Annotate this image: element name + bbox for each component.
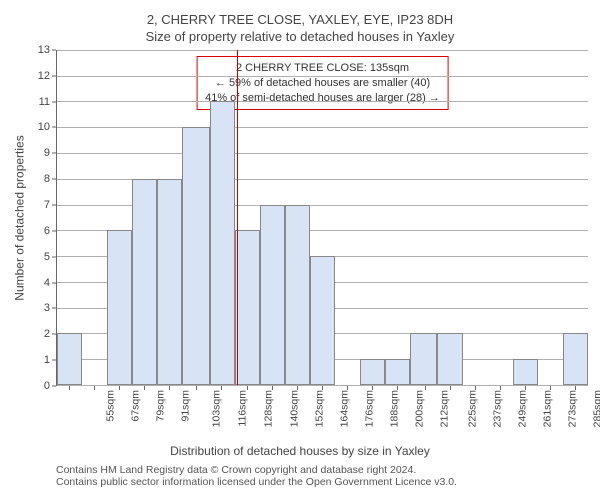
y-axis: 012345678910111213: [28, 50, 56, 386]
y-tick-label: 7: [44, 199, 50, 211]
x-tick-label: 140sqm: [288, 390, 300, 427]
x-tick-label: 261sqm: [541, 390, 553, 427]
chart-subtitle: Size of property relative to detached ho…: [12, 29, 588, 44]
y-tick-label: 2: [44, 328, 50, 340]
x-tick-label: 188sqm: [388, 390, 400, 427]
gridline: [57, 127, 588, 128]
x-tick-label: 249sqm: [516, 390, 528, 427]
chart-title: 2, CHERRY TREE CLOSE, YAXLEY, EYE, IP23 …: [12, 12, 588, 29]
x-tick-label: 91sqm: [179, 390, 191, 422]
x-tick-label: 200sqm: [414, 390, 426, 427]
x-tick-label: 285sqm: [592, 390, 600, 427]
histogram-bar: [210, 101, 235, 385]
histogram-bar: [410, 333, 437, 385]
gridline: [57, 76, 588, 77]
histogram-bar: [157, 179, 182, 385]
gridline: [57, 50, 588, 51]
y-tick-label: 9: [44, 147, 50, 159]
y-tick-label: 6: [44, 225, 50, 237]
x-axis: 55sqm 67sqm 79sqm 91sqm 103sqm 116sqm 128sqm 14…: [56, 386, 588, 442]
chart-body: Number of detached properties 0123456789…: [12, 50, 588, 386]
gridline: [57, 101, 588, 102]
x-tick-label: 79sqm: [154, 390, 166, 422]
histogram-bar: [385, 359, 410, 385]
y-tick-label: 0: [44, 380, 50, 392]
x-tick-label: 237sqm: [491, 390, 503, 427]
annotation-line3: 41% of semi-detached houses are larger (…: [205, 91, 440, 106]
histogram-bar: [360, 359, 385, 385]
annotation-line2: ← 59% of detached houses are smaller (40…: [205, 76, 440, 91]
histogram-bar: [513, 359, 538, 385]
y-tick-label: 4: [44, 277, 50, 289]
y-tick-label: 8: [44, 173, 50, 185]
x-tick-label: 176sqm: [363, 390, 375, 427]
reference-line: [237, 50, 238, 385]
x-tick-label: 164sqm: [338, 390, 350, 427]
histogram-bar: [132, 179, 157, 385]
y-tick-label: 5: [44, 251, 50, 263]
y-tick-label: 12: [38, 70, 50, 82]
footer-line2: Contains public sector information licen…: [56, 476, 588, 488]
y-tick-label: 3: [44, 302, 50, 314]
histogram-bar: [285, 205, 310, 385]
annotation-line1: 2 CHERRY TREE CLOSE: 135sqm: [205, 61, 440, 76]
histogram-bar: [107, 230, 132, 385]
y-tick-label: 1: [44, 354, 50, 366]
x-tick-label: 116sqm: [237, 390, 249, 427]
x-axis-label: Distribution of detached houses by size …: [12, 444, 588, 458]
y-tick-label: 10: [38, 121, 50, 133]
histogram-bar: [563, 333, 588, 385]
x-tick-label: 128sqm: [263, 390, 275, 427]
histogram-bar: [57, 333, 82, 385]
y-tick-label: 11: [39, 96, 50, 108]
y-tick-label: 13: [38, 44, 50, 56]
x-tick-label: 67sqm: [129, 390, 141, 422]
histogram-bar: [310, 256, 335, 385]
footer: Contains HM Land Registry data © Crown c…: [12, 464, 588, 488]
x-tick-label: 273sqm: [567, 390, 579, 427]
x-tick-label: 55sqm: [104, 390, 116, 422]
x-tick-label: 152sqm: [313, 390, 325, 427]
x-tick-label: 103sqm: [210, 390, 222, 427]
histogram-bar: [260, 205, 285, 385]
plot-area: 2 CHERRY TREE CLOSE: 135sqm ← 59% of det…: [56, 50, 588, 386]
chart-container: 2, CHERRY TREE CLOSE, YAXLEY, EYE, IP23 …: [0, 0, 600, 500]
x-axis-row: 55sqm 67sqm 79sqm 91sqm 103sqm 116sqm 128sqm 14…: [12, 386, 588, 442]
histogram-bar: [235, 230, 260, 385]
x-tick-label: 225sqm: [466, 390, 478, 427]
histogram-bar: [182, 127, 209, 385]
y-axis-label: Number of detached properties: [13, 135, 27, 300]
x-tick-label: 212sqm: [439, 390, 451, 427]
histogram-bar: [437, 333, 462, 385]
gridline: [57, 153, 588, 154]
footer-line1: Contains HM Land Registry data © Crown c…: [56, 464, 588, 476]
